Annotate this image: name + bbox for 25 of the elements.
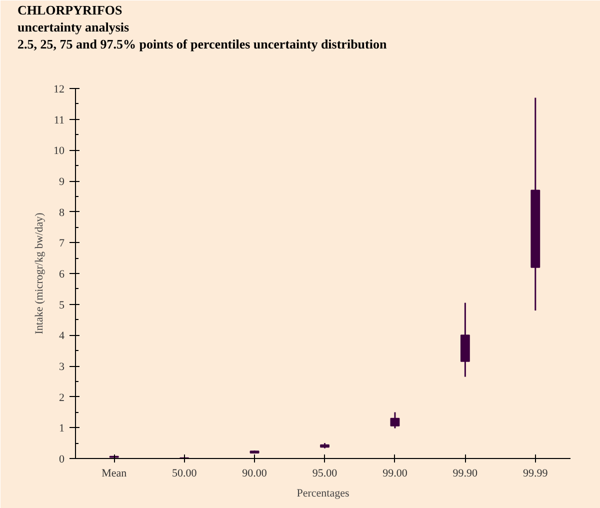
chart-subtitle: uncertainty analysis [18,20,130,34]
y-tick-label: 6 [59,268,65,280]
x-tick-label: 99.99 [523,468,548,480]
y-tick-label: 1 [59,422,64,435]
y-tick-label: 9 [59,176,65,188]
text: 2.5, 25, 75 and 97.5% points of percentiles uncertainty distribution [18,36,388,52]
x-tick-label: Mean [102,468,128,480]
y-tick-label: 11 [54,114,64,126]
x-tick-label: 95.00 [312,468,338,480]
y-axis-title: Intake (microgr/kg bw/day) [34,212,46,334]
x-tick-label: 50.00 [172,468,198,480]
y-tick-label: 7 [59,238,65,250]
chart-title: CHLORPYRIFOS [18,2,122,18]
y-tick-label: 5 [59,299,65,312]
y-tick-label: 0 [59,454,65,466]
x-tick-label: 90.00 [242,468,268,480]
y-tick-label: 4 [59,330,65,342]
y-tick-label: 8 [59,206,65,219]
y-tick-label: 3 [59,361,65,373]
y-tick-label: 12 [54,84,64,96]
x-tick-label: 99.90 [452,468,478,480]
y-tick-label: 10 [54,145,65,158]
x-tick-label: 99.00 [382,468,408,480]
y-tick-label: 2 [59,392,64,404]
x-axis-title: Percentages [296,488,350,500]
